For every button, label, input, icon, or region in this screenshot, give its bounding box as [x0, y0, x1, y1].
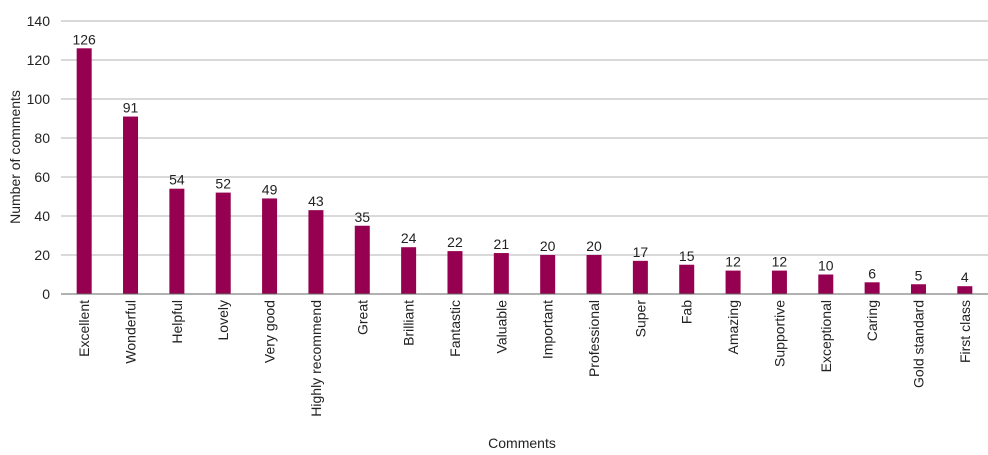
- bar: [262, 198, 278, 294]
- category-label: Gold standard: [910, 300, 926, 388]
- data-label: 12: [772, 254, 788, 270]
- category-label: Exceptional: [818, 300, 834, 372]
- data-label: 35: [354, 209, 370, 225]
- gridlines: [61, 20, 988, 256]
- bar: [493, 253, 509, 294]
- data-label: 49: [262, 181, 278, 197]
- y-tick-label: 60: [34, 169, 50, 185]
- x-axis-categories: Excellent Wonderful Helpful Lovely Very good…: [76, 300, 973, 417]
- data-label: 22: [447, 234, 463, 250]
- category-label: Important: [540, 300, 556, 359]
- x-axis-title: Comments: [488, 435, 556, 451]
- bar: [957, 286, 973, 294]
- category-label: Highly recommend: [308, 300, 324, 417]
- y-axis-title: Number of comments: [7, 90, 23, 224]
- bar: [864, 282, 880, 294]
- bar: [447, 251, 463, 294]
- bar: [540, 255, 556, 294]
- bar: [169, 188, 185, 294]
- data-label: 24: [401, 230, 417, 246]
- category-label: Wonderful: [123, 300, 139, 364]
- bar: [910, 284, 926, 294]
- category-label: Professional: [586, 300, 602, 377]
- y-tick-label: 0: [42, 286, 50, 302]
- bar: [401, 247, 417, 294]
- y-tick-label: 80: [34, 130, 50, 146]
- y-tick-label: 120: [27, 52, 51, 68]
- data-label: 126: [72, 31, 96, 47]
- data-label: 6: [868, 265, 876, 281]
- data-label: 5: [915, 267, 923, 283]
- data-label: 20: [586, 238, 602, 254]
- category-label: Super: [632, 300, 648, 338]
- bars: [76, 48, 973, 294]
- bar: [308, 210, 324, 294]
- bar: [586, 255, 602, 294]
- data-label: 54: [169, 172, 185, 188]
- category-label: Supportive: [771, 300, 787, 367]
- bar: [76, 48, 92, 294]
- category-label: Amazing: [725, 300, 741, 354]
- data-label: 12: [725, 254, 741, 270]
- category-label: Very good: [262, 300, 278, 363]
- category-label: First class: [957, 300, 973, 363]
- category-label: Helpful: [169, 300, 185, 344]
- data-label: 91: [123, 100, 139, 116]
- category-label: Excellent: [76, 300, 92, 357]
- data-label: 43: [308, 193, 324, 209]
- data-label: 52: [215, 176, 231, 192]
- category-label: Great: [354, 300, 370, 335]
- y-tick-label: 140: [27, 13, 51, 29]
- bar: [354, 225, 370, 294]
- bar: [771, 270, 787, 294]
- bar: [632, 260, 648, 294]
- data-label: 15: [679, 248, 695, 264]
- y-axis-ticks: 0 20 40 60 80 100 120 140: [27, 13, 51, 302]
- category-label: Brilliant: [401, 300, 417, 346]
- category-label: Fab: [679, 300, 695, 324]
- category-label: Caring: [864, 300, 880, 341]
- y-tick-label: 100: [27, 91, 51, 107]
- data-label: 20: [540, 238, 556, 254]
- category-label: Lovely: [215, 300, 231, 340]
- data-label: 10: [818, 258, 834, 274]
- data-label: 17: [633, 244, 649, 260]
- bar: [818, 274, 834, 294]
- category-label: Fantastic: [447, 300, 463, 357]
- bar: [725, 270, 741, 294]
- category-label: Valuable: [493, 300, 509, 354]
- bar: [123, 116, 139, 294]
- data-label: 4: [961, 269, 969, 285]
- bar: [215, 192, 231, 294]
- bar: [679, 264, 695, 294]
- y-tick-label: 20: [34, 247, 50, 263]
- y-tick-label: 40: [34, 208, 50, 224]
- data-label: 21: [494, 236, 510, 252]
